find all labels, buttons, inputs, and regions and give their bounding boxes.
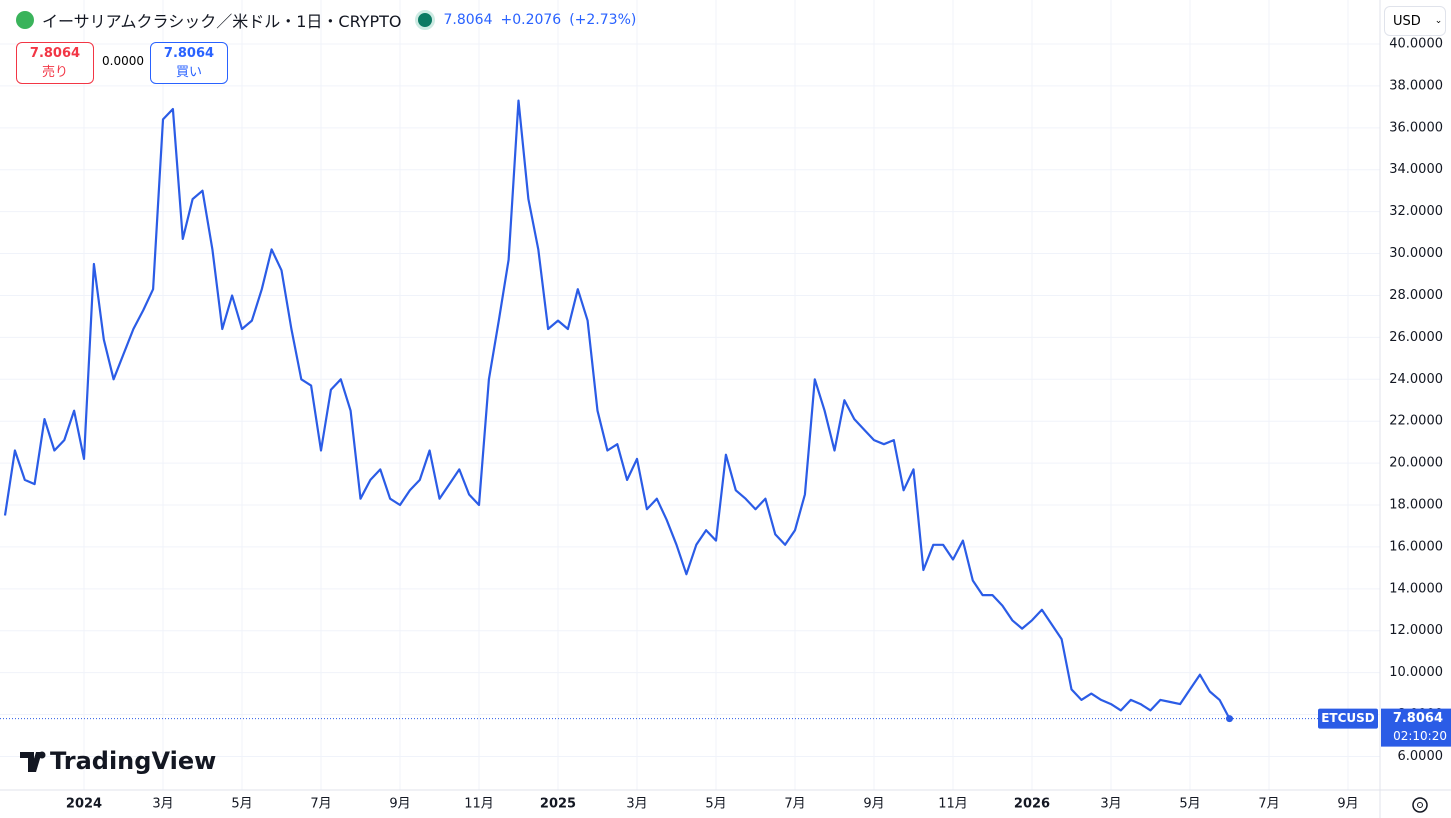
y-tick-label: 28.0000 (1389, 288, 1443, 303)
symbol-label: ETCUSD (1321, 711, 1375, 725)
last-point (1226, 715, 1233, 723)
sell-price: 7.8064 (29, 46, 81, 61)
plot: 6.00008.000010.000012.000014.000016.0000… (0, 37, 1451, 812)
chevron: ⌄ (1434, 16, 1443, 26)
settings-icon[interactable] (1412, 797, 1428, 813)
y-tick-label: 36.0000 (1389, 120, 1443, 135)
buy-button[interactable]: 7.8064 買い (150, 42, 228, 84)
y-tick-label: 6.0000 (1398, 749, 1444, 764)
header: イーサリアムクラシック／米ドル・1日・CRYPTO 7.8064 +0.2076… (16, 8, 636, 32)
x-tick-label: 11月 (464, 797, 494, 812)
spread: 0.0000 (102, 54, 144, 68)
change-pct: (+2.73%) (569, 12, 637, 28)
sell-button[interactable]: 7.8064 売り (16, 42, 94, 84)
logo-text: TradingView (50, 747, 216, 775)
x-tick-label: 5月 (231, 797, 252, 812)
y-tick-label: 32.0000 (1389, 204, 1443, 219)
sell-label: 売り (41, 65, 68, 80)
y-tick-label: 10.0000 (1389, 665, 1443, 680)
price-tag (1381, 708, 1451, 747)
title: イーサリアムクラシック／米ドル・1日・CRYPTO (42, 12, 402, 31)
price: 7.8064 (443, 12, 493, 28)
status-dot (415, 10, 436, 30)
y-tick-label: 16.0000 (1389, 539, 1443, 554)
symbol-tag (1318, 708, 1378, 729)
y-tick-label: 12.0000 (1389, 623, 1443, 638)
x-tick-label: 2026 (1014, 797, 1050, 812)
x-tick-label: 7月 (1258, 797, 1279, 812)
x-tick-label: 3月 (152, 797, 173, 812)
y-tick-label: 38.0000 (1389, 78, 1443, 93)
y-tick-label: 34.0000 (1389, 162, 1443, 177)
y-tick-label: 24.0000 (1389, 372, 1443, 387)
countdown: 02:10:20 (1393, 729, 1447, 743)
symbol-icon (16, 11, 34, 29)
x-tick-label: 7月 (310, 797, 331, 812)
y-tick-label: 14.0000 (1389, 581, 1443, 596)
x-tick-label: 2025 (540, 797, 576, 812)
y-tick-label: 18.0000 (1389, 498, 1443, 513)
x-tick-label: 9月 (389, 797, 410, 812)
currency-select[interactable]: USD ⌄ (1384, 6, 1446, 36)
x-tick-label: 7月 (784, 797, 805, 812)
y-tick-label: 20.0000 (1389, 456, 1443, 471)
currency: USD (1393, 13, 1421, 29)
x-tick-label: 2024 (66, 797, 102, 812)
change: +0.2076 (500, 12, 562, 28)
x-tick-label: 3月 (626, 797, 647, 812)
x-tick-label: 11月 (938, 797, 968, 812)
logo: TradingView (20, 747, 216, 775)
y-tick-label: 26.0000 (1389, 330, 1443, 345)
buy-price: 7.8064 (163, 46, 215, 61)
x-tick-label: 9月 (1337, 797, 1358, 812)
x-tick-label: 5月 (1179, 797, 1200, 812)
price-label: 7.8064 (1393, 711, 1443, 726)
x-tick-label: 3月 (1100, 797, 1121, 812)
y-tick-label: 22.0000 (1389, 414, 1443, 429)
x-tick-label: 5月 (705, 797, 726, 812)
x-tick-label: 9月 (863, 797, 884, 812)
y-tick-label: 30.0000 (1389, 246, 1443, 261)
buy-label: 買い (175, 65, 202, 80)
price-line-series (3, 99, 1231, 720)
y-tick-label: 40.0000 (1389, 37, 1443, 52)
